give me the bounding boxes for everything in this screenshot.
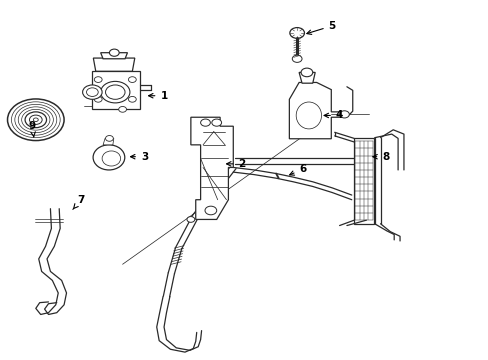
Circle shape bbox=[82, 85, 102, 99]
Circle shape bbox=[211, 119, 221, 126]
Ellipse shape bbox=[296, 102, 321, 129]
Circle shape bbox=[128, 96, 136, 102]
Text: 4: 4 bbox=[324, 111, 343, 121]
Circle shape bbox=[301, 68, 312, 77]
Circle shape bbox=[33, 118, 38, 122]
Circle shape bbox=[105, 135, 113, 141]
Circle shape bbox=[339, 111, 348, 118]
Circle shape bbox=[18, 107, 53, 133]
Circle shape bbox=[289, 28, 304, 39]
Circle shape bbox=[101, 81, 130, 103]
Ellipse shape bbox=[102, 151, 121, 166]
Ellipse shape bbox=[93, 145, 124, 170]
Circle shape bbox=[11, 102, 60, 138]
Circle shape bbox=[200, 119, 210, 126]
Text: 8: 8 bbox=[372, 152, 389, 162]
Circle shape bbox=[86, 88, 98, 96]
Circle shape bbox=[204, 206, 216, 215]
Text: 1: 1 bbox=[148, 91, 167, 101]
Circle shape bbox=[94, 96, 102, 102]
Text: 5: 5 bbox=[306, 21, 335, 35]
Polygon shape bbox=[103, 138, 114, 145]
Circle shape bbox=[292, 55, 302, 62]
Circle shape bbox=[25, 112, 46, 128]
Text: 7: 7 bbox=[73, 195, 84, 210]
Circle shape bbox=[94, 77, 102, 82]
Text: 6: 6 bbox=[289, 164, 306, 175]
Text: 9: 9 bbox=[29, 121, 36, 137]
Circle shape bbox=[128, 77, 136, 82]
Polygon shape bbox=[289, 82, 340, 139]
Polygon shape bbox=[101, 53, 127, 59]
Circle shape bbox=[15, 104, 57, 135]
Circle shape bbox=[186, 217, 194, 222]
Circle shape bbox=[21, 109, 50, 130]
Polygon shape bbox=[93, 58, 135, 71]
Polygon shape bbox=[92, 71, 140, 109]
Circle shape bbox=[7, 99, 64, 140]
Text: 2: 2 bbox=[226, 159, 245, 169]
Circle shape bbox=[109, 49, 119, 56]
Polygon shape bbox=[299, 72, 315, 83]
Circle shape bbox=[105, 85, 125, 99]
Bar bbox=[353, 138, 373, 224]
Polygon shape bbox=[190, 117, 233, 220]
Circle shape bbox=[29, 115, 42, 125]
Text: 3: 3 bbox=[130, 152, 148, 162]
Circle shape bbox=[119, 107, 126, 112]
